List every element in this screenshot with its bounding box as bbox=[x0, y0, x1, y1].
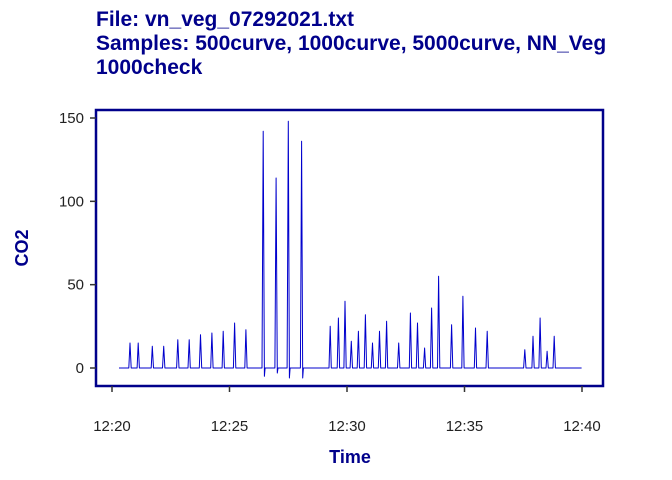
x-tick-label: 12:35 bbox=[446, 418, 484, 435]
x-tick-label: 12:20 bbox=[93, 418, 131, 435]
y-tick-label: 0 bbox=[76, 360, 84, 377]
x-tick-label: 12:30 bbox=[328, 418, 366, 435]
chart-title-line-2: Samples: 500curve, 1000curve, 5000curve,… bbox=[96, 32, 607, 55]
x-axis-title: Time bbox=[329, 447, 371, 467]
x-tick-label: 12:40 bbox=[563, 418, 601, 435]
x-tick-label: 12:25 bbox=[211, 418, 249, 435]
chart-title: File: vn_veg_07292021.txt Samples: 500cu… bbox=[96, 8, 606, 80]
y-axis-title: CO2 bbox=[12, 229, 32, 266]
chart-title-line-1: File: vn_veg_07292021.txt bbox=[96, 8, 354, 31]
x-axis: 12:20 12:25 12:30 12:35 12:40 bbox=[93, 386, 601, 435]
plot-frame bbox=[94, 108, 605, 388]
y-tick-label: 150 bbox=[59, 110, 84, 127]
co2-series-line bbox=[119, 120, 582, 379]
y-tick-label: 100 bbox=[59, 193, 84, 210]
y-axis: 0 50 100 150 bbox=[59, 110, 96, 377]
chart-title-line-3: 1000check bbox=[96, 56, 203, 79]
y-tick-label: 50 bbox=[67, 277, 84, 294]
